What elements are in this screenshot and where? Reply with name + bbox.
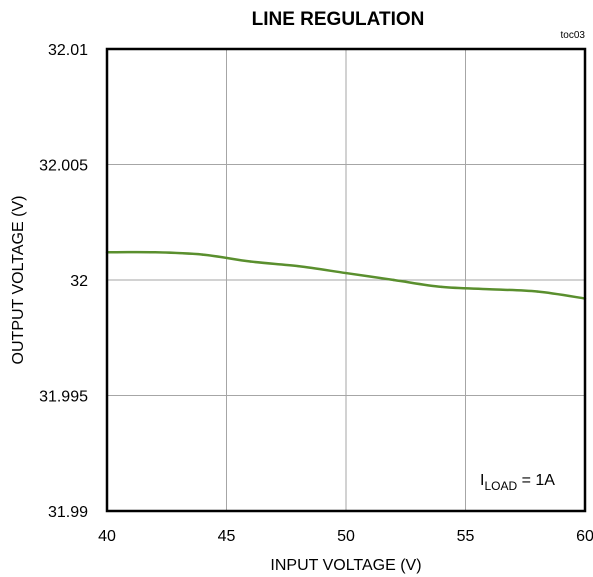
- load-current-annotation: ILOAD = 1A: [480, 472, 555, 493]
- x-axis-label: INPUT VOLTAGE (V): [270, 557, 421, 574]
- y-tick-labels: 31.99 31.995 32 32.005 32.01: [39, 42, 88, 521]
- annotation-suffix: = 1A: [517, 472, 555, 489]
- x-tick-label: 55: [457, 528, 475, 545]
- data-point: [153, 251, 156, 254]
- y-axis-label: OUTPUT VOLTAGE (V): [10, 196, 27, 365]
- data-point: [536, 290, 539, 293]
- x-tick-label: 45: [218, 528, 236, 545]
- x-tick-label: 40: [98, 528, 116, 545]
- data-point: [440, 285, 443, 289]
- data-point: [249, 260, 252, 263]
- x-tick-label: 50: [337, 528, 355, 545]
- annotation-subscript: LOAD: [484, 479, 517, 493]
- y-tick-label: 32: [70, 273, 88, 290]
- data-point: [201, 253, 204, 256]
- x-tick-label: 60: [576, 528, 593, 545]
- data-point: [344, 271, 348, 275]
- data-point: [297, 264, 300, 268]
- y-tick-label: 32.01: [48, 42, 88, 59]
- data-point: [488, 288, 491, 291]
- x-tick-labels: 40 45 50 55 60: [98, 528, 593, 545]
- plot-frame: [105, 47, 587, 513]
- y-tick-label: 31.995: [39, 389, 88, 406]
- y-tick-label: 31.99: [48, 504, 88, 521]
- annotation-prefix: I: [480, 472, 484, 489]
- figure-tag: toc03: [561, 30, 586, 41]
- grid-lines: [106, 48, 586, 512]
- data-point: [392, 278, 395, 282]
- y-tick-label: 32.005: [39, 158, 88, 175]
- chart-title: LINE REGULATION: [252, 9, 425, 30]
